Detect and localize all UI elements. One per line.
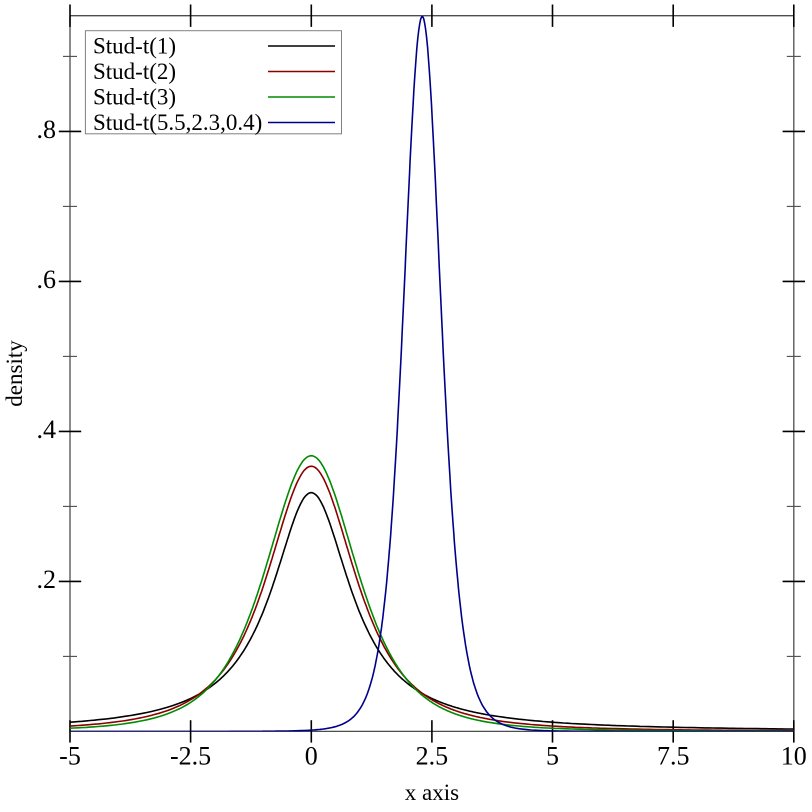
svg-text:2.5: 2.5 [416, 741, 449, 770]
svg-text:.6: .6 [37, 265, 57, 294]
svg-text:Stud-t(5.5,2.3,0.4): Stud-t(5.5,2.3,0.4) [93, 110, 262, 135]
svg-text:5: 5 [546, 741, 559, 770]
svg-text:10: 10 [781, 741, 807, 770]
svg-text:-2.5: -2.5 [170, 741, 211, 770]
svg-text:x axis: x axis [405, 780, 459, 805]
svg-text:.4: .4 [37, 415, 57, 444]
svg-text:-5: -5 [59, 741, 81, 770]
svg-text:.2: .2 [37, 565, 57, 594]
svg-text:density: density [2, 340, 27, 407]
svg-text:Stud-t(1): Stud-t(1) [93, 34, 176, 59]
svg-text:Stud-t(3): Stud-t(3) [93, 85, 176, 110]
svg-text:0: 0 [305, 741, 318, 770]
svg-text:Stud-t(2): Stud-t(2) [93, 59, 176, 84]
svg-text:7.5: 7.5 [657, 741, 690, 770]
svg-text:.8: .8 [37, 115, 57, 144]
